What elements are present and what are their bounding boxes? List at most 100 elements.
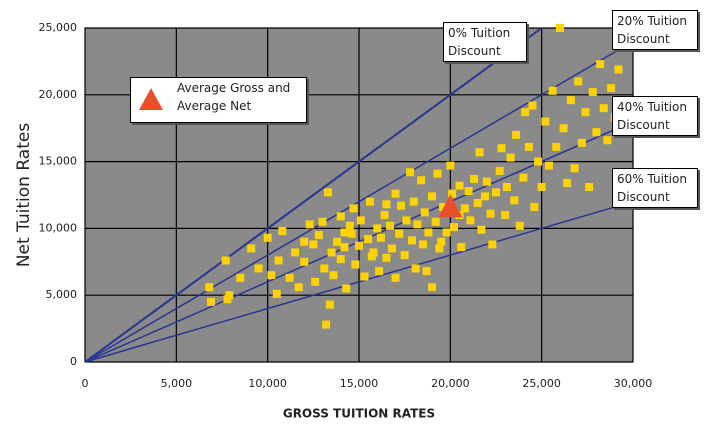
point [267, 271, 276, 280]
point [365, 197, 374, 206]
point [596, 60, 605, 69]
point [375, 267, 384, 276]
y-tick-label: 5,000 [46, 288, 78, 301]
legend-marker [139, 88, 163, 110]
point [364, 235, 373, 244]
point [455, 181, 464, 190]
discount-label: 20% Tuition Discount [612, 10, 698, 50]
point [442, 228, 451, 237]
point [329, 271, 338, 280]
point [247, 244, 256, 253]
point [285, 273, 294, 282]
point [342, 284, 351, 293]
point [397, 201, 406, 210]
y-tick-label: 0 [70, 355, 77, 368]
point [323, 188, 332, 197]
point [223, 295, 232, 304]
point [519, 173, 528, 182]
y-tick-label: 20,000 [39, 88, 78, 101]
point [382, 253, 391, 262]
point [386, 221, 395, 230]
point [411, 264, 420, 273]
point [521, 108, 530, 117]
x-tick-label: 5,000 [161, 377, 193, 390]
point [373, 224, 382, 233]
point [544, 161, 553, 170]
point [435, 244, 444, 253]
point [400, 251, 409, 260]
point [367, 252, 376, 261]
point [592, 128, 601, 137]
point [502, 182, 511, 191]
point [570, 164, 579, 173]
point [322, 320, 331, 329]
point [492, 188, 500, 197]
point [473, 199, 482, 208]
discount-line [84, 40, 634, 363]
point [340, 243, 349, 252]
point [524, 142, 533, 151]
point [327, 248, 336, 257]
point [495, 166, 504, 175]
point [510, 196, 519, 205]
point [369, 248, 378, 257]
point [300, 237, 309, 246]
point [294, 283, 303, 292]
point [559, 124, 568, 133]
point [448, 189, 457, 198]
point [272, 289, 281, 298]
x-tick-label: 20,000 [431, 377, 470, 390]
point [563, 178, 572, 187]
x-tick-label: 0 [82, 377, 89, 390]
point [320, 264, 329, 273]
point [347, 229, 356, 238]
point [481, 192, 490, 201]
point [355, 241, 363, 250]
point [457, 243, 466, 252]
point [387, 244, 396, 253]
point [311, 277, 320, 286]
discount-line [84, 200, 634, 363]
point [428, 283, 437, 292]
legend-label: Average Gross and Average Net [177, 81, 291, 113]
x-axis-label: GROSS TUITION RATES [283, 407, 435, 421]
point [486, 209, 495, 218]
point [528, 101, 537, 110]
y-axis-label: Net Tuition Rates [14, 123, 34, 267]
point [305, 220, 314, 229]
point [470, 174, 479, 183]
point [446, 161, 455, 170]
point [477, 225, 486, 234]
point [391, 273, 400, 282]
x-tick-label: 10,000 [248, 377, 287, 390]
point [413, 220, 422, 229]
point [349, 204, 358, 213]
point [418, 240, 427, 249]
point [530, 203, 539, 212]
point [274, 256, 283, 265]
point [482, 177, 491, 186]
y-tick-label: 15,000 [39, 155, 78, 168]
average-marker [438, 194, 463, 218]
point [515, 221, 524, 230]
point [566, 96, 575, 105]
point [333, 237, 342, 246]
point [318, 217, 327, 226]
point [439, 203, 448, 212]
point [424, 228, 433, 237]
point [391, 189, 400, 198]
point [263, 233, 272, 242]
point [309, 240, 318, 249]
point [406, 168, 415, 177]
point [225, 291, 234, 300]
point [395, 229, 404, 238]
point [236, 273, 245, 282]
point [428, 192, 437, 201]
discount-label: 40% Tuition Discount [612, 96, 698, 136]
point [376, 233, 385, 242]
point [581, 108, 590, 117]
point [497, 144, 506, 153]
point [512, 130, 521, 139]
